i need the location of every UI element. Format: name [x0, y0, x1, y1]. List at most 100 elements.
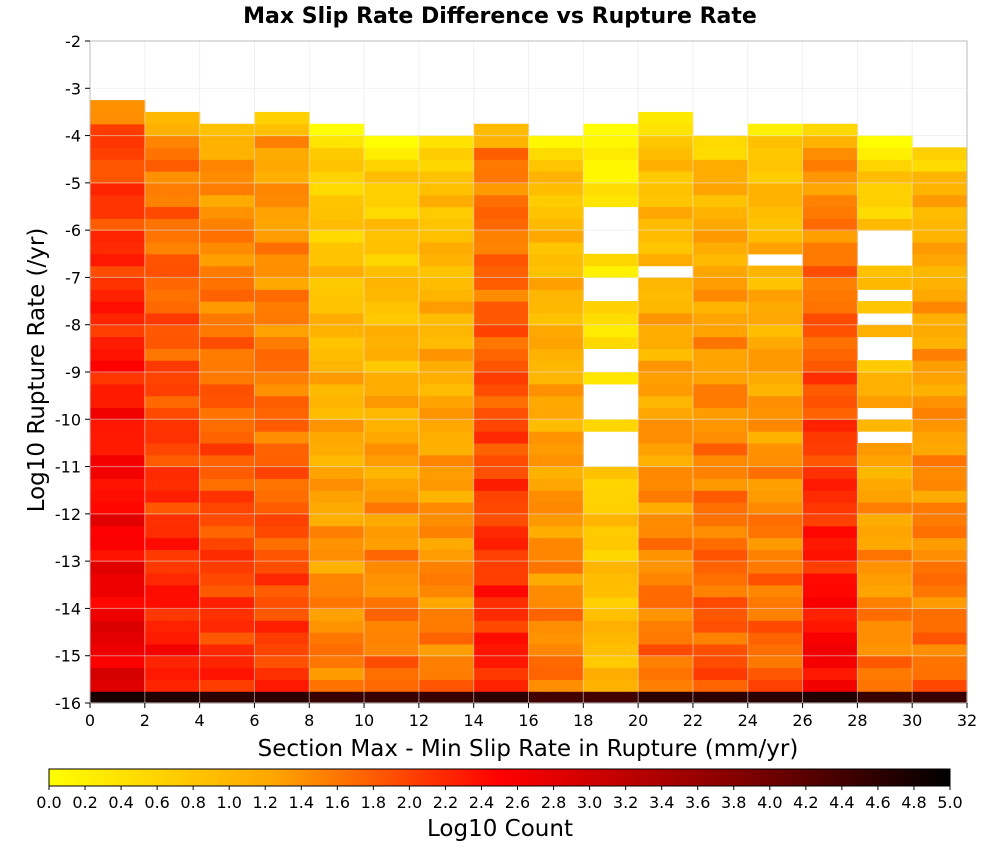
heatmap-cell	[144, 336, 201, 349]
heatmap-cell	[90, 643, 146, 657]
x-tick-label: 20	[628, 711, 648, 730]
heatmap-cell	[912, 478, 968, 491]
heatmap-cell	[199, 230, 256, 243]
x-tick-label: 28	[847, 711, 867, 730]
heatmap-cell	[802, 253, 858, 267]
heatmap-cell	[418, 194, 475, 208]
heatmap-cell	[144, 230, 201, 243]
heatmap-cell	[638, 537, 694, 550]
heatmap-cell	[583, 596, 639, 610]
heatmap-cell	[254, 632, 310, 645]
heatmap-cell	[528, 407, 584, 420]
heatmap-cell	[528, 159, 584, 172]
heatmap-cell	[912, 502, 968, 515]
heatmap-cell	[254, 324, 310, 338]
heatmap-cell	[199, 372, 256, 385]
heatmap-cell	[364, 147, 420, 160]
heatmap-cell	[528, 324, 584, 338]
colorbar-tick-label: 4.4	[829, 793, 854, 812]
heatmap-cell	[309, 230, 365, 243]
heatmap-cell	[199, 218, 256, 231]
heatmap-cell	[254, 206, 310, 219]
heatmap-cell	[912, 679, 968, 692]
heatmap-cell	[199, 537, 256, 550]
heatmap-cell	[254, 478, 310, 491]
heatmap-cell	[254, 561, 310, 574]
heatmap-cell	[199, 643, 256, 657]
heatmap-cell	[912, 561, 968, 574]
heatmap-cell	[583, 632, 639, 645]
heatmap-cell	[638, 395, 694, 409]
heatmap-cell	[802, 135, 858, 148]
x-tick-label: 6	[249, 711, 259, 730]
heatmap-cell	[144, 655, 201, 669]
heatmap-cell	[747, 159, 804, 172]
heatmap-cell	[418, 584, 475, 598]
heatmap-cell	[692, 655, 749, 669]
heatmap-cell	[802, 348, 858, 361]
heatmap-cell	[309, 691, 365, 704]
heatmap-cell	[364, 561, 420, 574]
heatmap-cell	[199, 206, 256, 219]
heatmap-cell	[364, 265, 420, 279]
heatmap-cell	[583, 372, 639, 385]
heatmap-cell	[638, 490, 694, 503]
heatmap-cell	[144, 572, 201, 586]
heatmap-cell	[692, 537, 749, 550]
heatmap-cell	[528, 513, 584, 527]
heatmap-cell	[802, 572, 858, 586]
heatmap-cell	[90, 596, 146, 610]
heatmap-cell	[144, 490, 201, 503]
heatmap-cell	[199, 502, 256, 515]
heatmap-cell	[254, 691, 310, 704]
heatmap-cell	[309, 407, 365, 420]
heatmap-cell	[254, 218, 310, 231]
heatmap-cell	[144, 478, 201, 491]
heatmap-cell	[418, 289, 475, 302]
heatmap-cell	[309, 218, 365, 231]
heatmap-cell	[912, 431, 968, 444]
heatmap-cell	[638, 549, 694, 562]
heatmap-cell	[857, 419, 913, 432]
heatmap-cell	[692, 584, 749, 598]
heatmap-cell	[473, 584, 530, 598]
heatmap-cell	[254, 123, 310, 137]
heatmap-cell	[473, 147, 530, 160]
heatmap-cell	[364, 454, 420, 468]
heatmap-cell	[199, 171, 256, 184]
heatmap-cell	[309, 572, 365, 586]
heatmap-cell	[90, 561, 146, 574]
colorbar-label: Log10 Count	[427, 816, 573, 842]
heatmap-cell	[692, 277, 749, 290]
heatmap-cell	[692, 478, 749, 491]
heatmap-cell	[473, 549, 530, 562]
heatmap-cell	[583, 419, 639, 432]
heatmap-cell	[473, 253, 530, 267]
y-tick-label: -14	[55, 599, 81, 618]
heatmap-cell	[364, 419, 420, 432]
heatmap-cell	[309, 324, 365, 338]
heatmap-cell	[802, 324, 858, 338]
heatmap-cell	[747, 490, 804, 503]
heatmap-cell	[144, 301, 201, 314]
heatmap-cell	[692, 490, 749, 503]
heatmap-cell	[364, 135, 420, 148]
heatmap-cell	[199, 312, 256, 326]
heatmap-cell	[528, 490, 584, 503]
x-tick-label: 10	[354, 711, 374, 730]
heatmap-cell	[583, 667, 639, 680]
heatmap-cell	[857, 383, 913, 397]
heatmap-cell	[473, 241, 530, 255]
heatmap-cell	[528, 667, 584, 680]
heatmap-cell	[364, 502, 420, 515]
y-tick-label: -7	[65, 268, 81, 287]
heatmap-cell	[638, 502, 694, 515]
heatmap-cell	[692, 135, 749, 148]
heatmap-cell	[857, 442, 913, 456]
heatmap-cell	[90, 502, 146, 515]
heatmap-cell	[857, 466, 913, 479]
heatmap-cell	[857, 324, 913, 338]
heatmap-cell	[364, 289, 420, 302]
heatmap-cell	[418, 478, 475, 491]
heatmap-cell	[254, 584, 310, 598]
